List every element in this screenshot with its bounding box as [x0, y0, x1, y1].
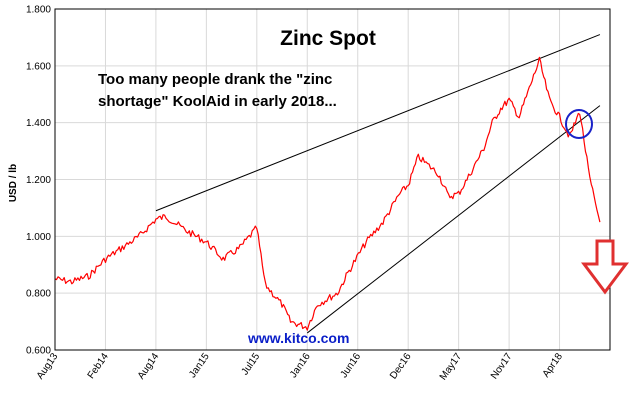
y-axis-label: USD / lb	[8, 164, 19, 202]
trendlines	[155, 34, 601, 334]
x-tick-label: Dec16	[388, 351, 414, 381]
series-line	[54, 56, 601, 331]
x-tick-labels: Aug13 Feb14 Aug14 Jan15 Jul15 Jan16 Jun16 Dec16…	[35, 351, 565, 382]
trendline	[306, 105, 601, 334]
y-tick-label: 0.600	[26, 346, 51, 357]
y-tick-label: 1.000	[26, 232, 51, 243]
highlight-circle	[565, 109, 593, 139]
grid	[54, 8, 610, 351]
x-tick-label: Jan16	[288, 351, 313, 380]
trendline	[155, 34, 601, 212]
annotation-line-1: Too many people drank the "zinc	[98, 71, 332, 88]
annotation-line-2: shortage" KoolAid in early 2018...	[98, 93, 337, 110]
y-tick-labels: 0.600 0.800 1.000 1.200 1.400 1.600 1.800	[26, 5, 51, 357]
plot-frame	[54, 8, 611, 351]
down-arrow-icon	[581, 239, 629, 295]
x-tick-label: Feb14	[86, 351, 112, 381]
price-series	[54, 56, 601, 331]
x-tick-label: Jul15	[240, 351, 263, 377]
kitco-watermark: www.kitco.com	[247, 330, 349, 346]
x-tick-label: Jun16	[339, 351, 364, 380]
chart-title: Zinc Spot	[280, 27, 376, 50]
y-tick-label: 1.200	[26, 175, 51, 186]
y-tick-label: 1.400	[26, 118, 51, 129]
x-tick-label: Aug14	[136, 351, 162, 381]
x-tick-label: Nov17	[489, 351, 515, 381]
y-tick-label: 1.800	[26, 5, 51, 16]
y-tick-label: 0.800	[26, 289, 51, 300]
x-tick-label: May17	[438, 351, 464, 382]
x-tick-label: Jan15	[187, 351, 212, 380]
y-tick-label: 1.600	[26, 61, 51, 72]
x-tick-label: Apr18	[541, 351, 566, 380]
